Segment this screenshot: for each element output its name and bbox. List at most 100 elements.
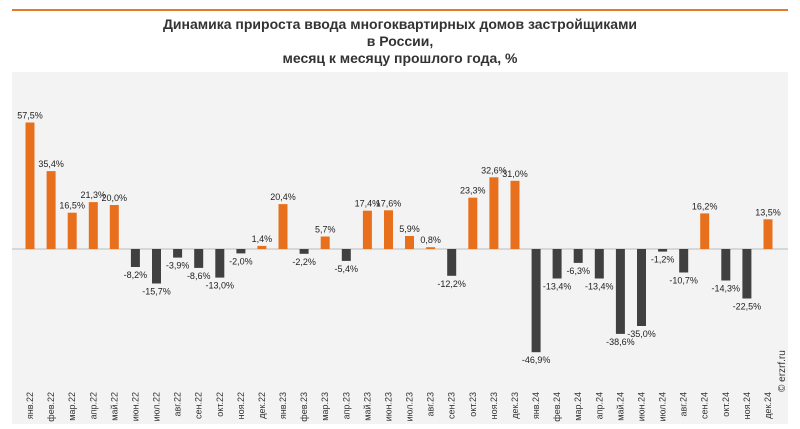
bar-ноя.22 xyxy=(236,249,246,254)
value-label-окт.24: -14,3% xyxy=(712,284,741,294)
bar-сен.23 xyxy=(447,249,457,276)
value-label-апр.24: -13,4% xyxy=(585,282,614,292)
category-label-июн.22: июн.22 xyxy=(130,392,140,421)
bar-июн.22 xyxy=(130,249,140,267)
bar-апр.23 xyxy=(341,249,351,261)
value-label-сен.22: -8,6% xyxy=(187,271,211,281)
value-label-мар.23: 5,7% xyxy=(315,225,336,235)
bar-дек.22 xyxy=(257,245,267,249)
category-label-фев.22: фев.22 xyxy=(46,392,56,422)
category-label-апр.23: апр.23 xyxy=(341,392,351,419)
value-label-июн.22: -8,2% xyxy=(124,270,148,280)
bar-сен.22 xyxy=(194,249,204,268)
bar-июл.22 xyxy=(152,249,161,284)
category-label-мар.23: мар.23 xyxy=(320,392,330,421)
bar-дек.24 xyxy=(763,219,773,249)
value-label-июл.24: -1,2% xyxy=(651,255,675,265)
category-label-фев.24: фев.24 xyxy=(552,392,562,422)
value-label-авг.22: -3,9% xyxy=(166,261,190,271)
plot-background xyxy=(12,72,788,424)
bar-сен.24 xyxy=(700,213,710,249)
value-label-май.23: 17,4% xyxy=(355,199,381,209)
bar-май.22 xyxy=(109,205,119,249)
bar-авг.24 xyxy=(679,249,689,273)
category-label-июн.23: июн.23 xyxy=(384,392,394,421)
category-label-янв.22: янв.22 xyxy=(25,392,35,419)
bar-мар.24 xyxy=(573,249,583,263)
bar-окт.22 xyxy=(215,249,225,278)
category-label-апр.22: апр.22 xyxy=(88,392,98,419)
watermark: © erzrf.ru xyxy=(777,350,788,392)
value-label-янв.24: -46,9% xyxy=(522,355,551,365)
bar-апр.24 xyxy=(594,249,604,279)
category-label-сен.23: сен.23 xyxy=(447,392,457,419)
value-label-сен.23: -12,2% xyxy=(437,279,466,289)
bar-янв.23 xyxy=(278,204,288,249)
category-label-июл.22: июл.22 xyxy=(152,392,162,421)
category-label-мар.24: мар.24 xyxy=(573,392,583,421)
category-label-июл.24: июл.24 xyxy=(658,392,668,421)
bar-окт.24 xyxy=(721,249,731,281)
category-label-дек.22: дек.22 xyxy=(257,392,267,419)
category-label-май.24: май.24 xyxy=(615,392,625,421)
category-label-ноя.23: ноя.23 xyxy=(489,392,499,419)
bar-янв.24 xyxy=(531,249,541,353)
value-label-май.22: 20,0% xyxy=(102,193,128,203)
category-label-авг.23: авг.23 xyxy=(426,392,436,416)
category-label-окт.24: окт.24 xyxy=(721,392,731,417)
category-label-дек.24: дек.24 xyxy=(763,392,773,419)
bar-дек.23 xyxy=(510,180,520,249)
value-label-сен.24: 16,2% xyxy=(692,201,718,211)
bar-июл.24 xyxy=(658,249,668,252)
bar-май.23 xyxy=(362,210,372,249)
value-label-янв.23: 20,4% xyxy=(270,192,296,202)
value-label-июн.23: 17,6% xyxy=(376,198,402,208)
category-label-фев.23: фев.23 xyxy=(299,392,309,422)
value-label-апр.22: 21,3% xyxy=(81,190,107,200)
chart-title-line-2: в России, xyxy=(366,33,434,49)
value-label-авг.24: -10,7% xyxy=(669,276,698,286)
value-label-май.24: -38,6% xyxy=(606,337,635,347)
bar-июл.23 xyxy=(405,236,414,249)
value-labels-group: 57,5% 35,4% 16,5%21,3%20,0% -8,2% -15,7% -3,9… xyxy=(17,111,781,366)
value-label-окт.23: 23,3% xyxy=(460,186,486,196)
category-label-янв.24: янв.24 xyxy=(531,392,541,419)
category-label-апр.24: апр.24 xyxy=(594,392,604,419)
category-label-авг.24: авг.24 xyxy=(679,392,689,416)
bar-май.24 xyxy=(615,249,625,334)
category-label-окт.22: окт.22 xyxy=(215,392,225,417)
bar-июн.24 xyxy=(637,249,646,326)
category-labels-group: янв.22 фев.22 мар.22 апр.22 май.22 июн.22 июл.… xyxy=(25,392,773,422)
value-label-фев.24: -13,4% xyxy=(543,282,572,292)
bar-фев.22 xyxy=(46,171,56,249)
chart-title-line-3: месяц к месяцу прошлого года, % xyxy=(282,50,518,66)
value-label-июн.24: -35,0% xyxy=(627,329,656,339)
value-label-мар.24: -6,3% xyxy=(566,266,590,276)
bar-фев.23 xyxy=(299,249,309,254)
chart-title-line-1: Динамика прироста ввода многоквартирных … xyxy=(162,16,638,32)
value-label-дек.24: 13,5% xyxy=(755,207,781,217)
value-label-окт.22: -13,0% xyxy=(206,281,235,291)
bars-group xyxy=(25,122,773,353)
bar-ноя.23 xyxy=(489,177,499,249)
value-label-фев.23: -2,2% xyxy=(292,257,316,267)
value-label-фев.22: 35,4% xyxy=(38,159,64,169)
category-label-окт.23: окт.23 xyxy=(468,392,478,417)
category-label-янв.23: янв.23 xyxy=(278,392,288,419)
bar-мар.23 xyxy=(320,236,330,249)
category-label-июн.24: июн.24 xyxy=(637,392,647,421)
bar-ноя.24 xyxy=(742,249,752,299)
category-label-авг.22: авг.22 xyxy=(173,392,183,416)
category-label-май.22: май.22 xyxy=(109,392,119,421)
value-label-янв.22: 57,5% xyxy=(17,111,43,121)
bar-янв.22 xyxy=(25,122,35,249)
bar-апр.22 xyxy=(88,202,98,249)
bar-авг.23 xyxy=(426,247,436,249)
value-label-дек.22: 1,4% xyxy=(252,234,273,244)
category-label-дек.23: дек.23 xyxy=(510,392,520,419)
bar-фев.24 xyxy=(552,249,562,279)
value-label-авг.23: 0,8% xyxy=(420,235,441,245)
value-label-ноя.23: 32,6% xyxy=(481,165,507,175)
